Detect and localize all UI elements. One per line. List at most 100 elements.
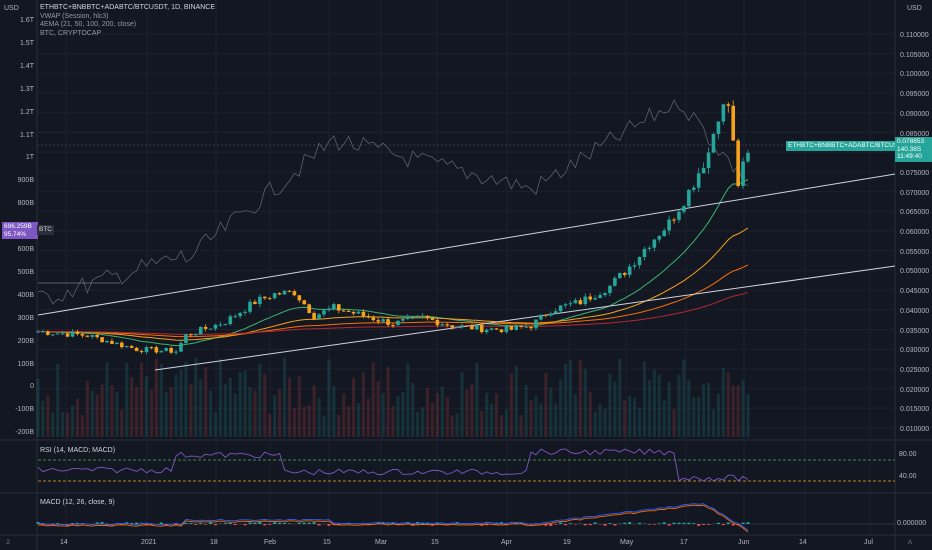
right-axis-tick: 0.090000	[900, 110, 930, 118]
candle-body	[253, 301, 257, 305]
volume-bar	[376, 381, 380, 437]
macd-tick-zero: 0.000000	[897, 520, 927, 527]
auto-scale-button[interactable]: A	[907, 539, 913, 546]
candle-body	[396, 320, 400, 326]
left-axis-tick: -200B	[15, 429, 34, 437]
volume-bar	[159, 363, 163, 437]
volume-bar	[184, 362, 188, 437]
right-axis-tick: 0.105000	[900, 51, 930, 59]
macd-histogram-bar	[559, 522, 563, 524]
candlestick-series	[36, 100, 750, 355]
volume-bar	[697, 396, 701, 437]
volume-bar	[494, 393, 499, 437]
macd-histogram-bar	[149, 524, 153, 526]
macd-histogram-bar	[36, 522, 40, 524]
candle-body	[460, 325, 464, 327]
candle-body	[213, 324, 218, 329]
candle-body	[149, 347, 154, 349]
left-axis-tick: 1.1T	[19, 131, 34, 139]
candle-body	[322, 310, 326, 315]
macd-histogram-bar	[209, 522, 213, 524]
macd-histogram-bar	[95, 522, 99, 524]
time-axis-label: May	[620, 539, 634, 546]
volume-bar	[386, 367, 390, 437]
ema-100-line	[37, 264, 749, 338]
study-4ema[interactable]: 4EMA (21, 50, 100, 200, close)	[40, 21, 137, 28]
study-vwap[interactable]: VWAP (Session, hlc3)	[40, 12, 109, 20]
ema-50-line	[37, 227, 749, 341]
volume-bar	[351, 377, 356, 437]
volume-bar	[440, 386, 444, 437]
macd-histogram-bar	[564, 524, 568, 526]
macd-histogram-bar	[628, 522, 632, 524]
macd-histogram-bar	[100, 522, 104, 524]
macd-histogram-bar	[105, 524, 109, 526]
candle-body	[435, 319, 440, 326]
rsi-label[interactable]: RSI (14, MACD; MACD)	[40, 447, 116, 454]
candle-body	[100, 337, 104, 343]
macd-histogram-bar	[297, 523, 301, 524]
candle-body	[539, 314, 543, 320]
price-change: 140.38S	[897, 145, 922, 153]
candle-body	[263, 296, 267, 299]
volume-bar	[80, 415, 84, 437]
macd-histogram-bar	[721, 524, 725, 526]
macd-histogram-bar	[554, 524, 558, 525]
candle-body	[430, 317, 435, 320]
candle-body	[519, 325, 523, 327]
volume-bar	[702, 383, 706, 437]
scale-log-button[interactable]: 2	[6, 539, 10, 546]
candle-body	[41, 331, 45, 333]
macd-label[interactable]: MACD (12, 26, close, 9)	[40, 499, 115, 506]
time-axis-label: 19	[563, 539, 571, 546]
candle-body	[647, 247, 652, 249]
macd-histogram-bar	[647, 524, 651, 525]
macd-histogram-bar	[273, 522, 277, 524]
candle-body	[198, 326, 203, 335]
candle-body	[302, 300, 307, 305]
candle-body	[405, 317, 410, 320]
symbol-title[interactable]: ETHBTC+BNBBTC+ADABTC/BTCUSDT, 1D, BINANC…	[40, 4, 216, 11]
left-axis-tick: 1.5T	[19, 39, 34, 47]
volume-bar	[366, 398, 370, 437]
volume-bar	[677, 374, 681, 437]
right-axis-tick: 0.110000	[900, 32, 929, 39]
candle-body	[184, 334, 188, 343]
volume-bar	[549, 387, 553, 437]
candle-body	[741, 161, 745, 187]
candle-body	[696, 173, 701, 188]
volume-bar	[228, 377, 232, 437]
macd-histogram-bar	[159, 522, 163, 524]
candle-body	[115, 342, 119, 344]
trend-channel[interactable]	[37, 173, 896, 371]
volume-bar	[277, 388, 282, 437]
candle-body	[568, 303, 573, 305]
volume-bar	[628, 395, 632, 437]
chart-legend[interactable]: ETHBTC+BNBBTC+ADABTC/BTCUSDT, 1D, BINANC…	[40, 4, 215, 38]
right-axis-tick: 0.075000	[900, 169, 930, 177]
right-axis-tick: 0.050000	[900, 268, 930, 276]
time-axis-label: 15	[431, 539, 439, 546]
time-axis-label: 15	[323, 539, 331, 546]
volume-bar	[287, 377, 292, 437]
candle-body	[179, 342, 183, 352]
candle-body	[711, 133, 716, 153]
volume-bar	[95, 394, 99, 437]
volume-bar	[396, 396, 400, 437]
candle-body	[667, 219, 671, 231]
volume-bar	[632, 397, 637, 437]
candle-body	[154, 347, 159, 353]
candle-body	[366, 316, 371, 318]
volume-bar	[361, 372, 366, 437]
right-axis-tick: 0.070000	[900, 189, 930, 197]
study-btc[interactable]: BTC, CRYPTOCAP	[40, 29, 102, 37]
candle-body	[662, 230, 666, 237]
candle-body	[193, 334, 198, 336]
candle-body	[297, 295, 302, 301]
macd-histogram-bar	[672, 522, 676, 524]
candle-body	[529, 326, 533, 329]
candle-body	[203, 326, 208, 329]
macd-histogram-bar	[164, 524, 168, 526]
macd-histogram-bar	[544, 524, 548, 526]
